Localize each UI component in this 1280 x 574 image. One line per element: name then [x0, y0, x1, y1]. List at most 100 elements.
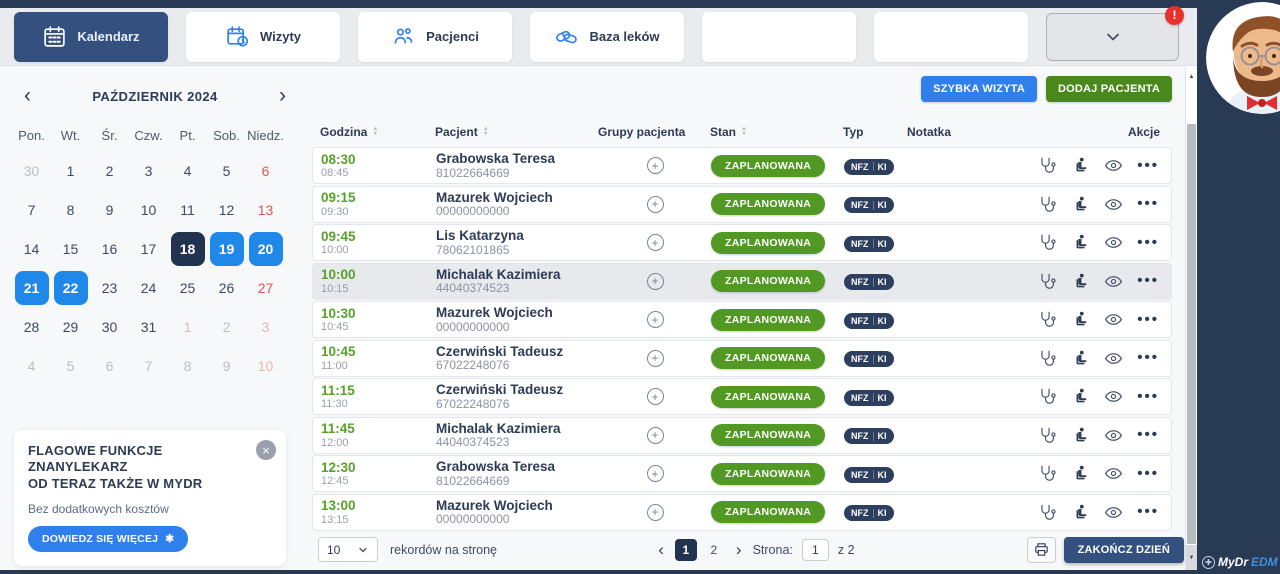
table-row[interactable]: 12:30 12:45 Grabowska Teresa 81022664669… — [312, 455, 1172, 492]
calendar-day[interactable]: 18 — [170, 231, 205, 266]
eye-icon[interactable] — [1104, 426, 1123, 445]
add-patient-button[interactable]: DODAJ PACJENTA — [1045, 76, 1172, 102]
calendar-day[interactable]: 6 — [261, 162, 270, 179]
scrollbar-down-icon[interactable]: ▼ — [1186, 545, 1197, 570]
add-patient-group-icon[interactable]: + — [646, 465, 664, 482]
add-patient-group-icon[interactable]: + — [646, 426, 664, 444]
table-column-header[interactable]: Grupy pacjenta — [598, 125, 710, 139]
stethoscope-icon[interactable] — [1038, 310, 1057, 329]
patient-seated-icon[interactable] — [1071, 387, 1090, 406]
calendar-day[interactable]: 15 — [62, 240, 79, 257]
user-avatar[interactable] — [1206, 2, 1280, 114]
page-size-select[interactable]: 10 — [318, 537, 378, 562]
patient-seated-icon[interactable] — [1071, 195, 1090, 214]
calendar-day[interactable]: 19 — [209, 231, 244, 266]
calendar-day[interactable]: 25 — [179, 279, 196, 296]
table-column-header[interactable]: Godzina ▲ ▼ — [320, 125, 435, 139]
table-row[interactable]: 10:00 10:15 Michalak Kazimiera 440403745… — [312, 262, 1172, 300]
close-icon[interactable]: × — [256, 440, 276, 460]
calendar-day[interactable]: 7 — [144, 357, 153, 374]
more-actions-icon[interactable]: ••• — [1137, 310, 1159, 328]
patient-seated-icon[interactable] — [1071, 233, 1090, 252]
calendar-day[interactable]: 9 — [105, 201, 114, 218]
calendar-day[interactable]: 3 — [144, 162, 153, 179]
more-actions-icon[interactable]: ••• — [1137, 503, 1159, 520]
print-button[interactable] — [1026, 536, 1056, 563]
calendar-day[interactable]: 22 — [53, 270, 88, 305]
calendar-day[interactable]: 6 — [105, 357, 114, 374]
calendar-day[interactable]: 23 — [101, 279, 118, 296]
add-patient-group-icon[interactable]: + — [646, 388, 664, 405]
scrollbar-up-icon[interactable]: ▲ — [1188, 74, 1195, 80]
patient-seated-icon[interactable] — [1071, 156, 1090, 175]
calendar-day[interactable]: 2 — [105, 162, 114, 179]
page-number-button[interactable]: 1 — [674, 538, 697, 561]
more-actions-icon[interactable]: ••• — [1137, 233, 1159, 251]
more-actions-icon[interactable]: ••• — [1137, 156, 1159, 174]
table-row[interactable]: 09:15 09:30 Mazurek Wojciech 00000000000… — [312, 185, 1172, 223]
calendar-day[interactable]: 11 — [180, 201, 195, 218]
more-menu-dropdown[interactable]: ! — [1046, 5, 1184, 61]
more-actions-icon[interactable]: ••• — [1137, 272, 1159, 289]
calendar-day[interactable]: 7 — [27, 201, 36, 218]
next-month-button[interactable]: › — [275, 85, 290, 106]
more-actions-icon[interactable]: ••• — [1137, 426, 1159, 443]
calendar-day[interactable]: 28 — [23, 318, 40, 335]
more-actions-icon[interactable]: ••• — [1137, 464, 1159, 482]
patient-seated-icon[interactable] — [1071, 349, 1090, 368]
stethoscope-icon[interactable] — [1038, 464, 1057, 483]
calendar-day[interactable]: 31 — [140, 318, 157, 335]
patient-seated-icon[interactable] — [1071, 464, 1090, 483]
next-page-icon[interactable]: › — [735, 539, 742, 559]
calendar-day[interactable]: 12 — [218, 201, 235, 218]
table-row[interactable]: 13:00 13:15 Mazurek Wojciech 00000000000… — [312, 493, 1172, 531]
tab-empty-2[interactable] — [874, 11, 1028, 62]
calendar-day[interactable]: 9 — [222, 357, 231, 374]
tab-pacjenci[interactable]: Pacjenci — [358, 11, 512, 62]
add-patient-group-icon[interactable]: + — [646, 503, 664, 521]
add-patient-group-icon[interactable]: + — [646, 272, 664, 290]
stethoscope-icon[interactable] — [1038, 426, 1057, 445]
calendar-day[interactable]: 29 — [62, 318, 79, 335]
more-actions-icon[interactable]: ••• — [1137, 387, 1159, 405]
calendar-day[interactable]: 13 — [257, 201, 274, 218]
stethoscope-icon[interactable] — [1038, 349, 1057, 368]
eye-icon[interactable] — [1104, 272, 1123, 291]
table-row[interactable]: 10:30 10:45 Mazurek Wojciech 00000000000… — [312, 301, 1172, 338]
calendar-day[interactable]: 4 — [27, 357, 36, 374]
learn-more-button[interactable]: DOWIEDZ SIĘ WIĘCEJ ✱ — [28, 525, 189, 552]
tab-kalendarz[interactable]: Kalendarz — [14, 11, 168, 62]
scrollbar-thumb[interactable] — [1187, 124, 1196, 544]
calendar-day[interactable]: 1 — [183, 318, 192, 335]
calendar-day[interactable]: 10 — [257, 357, 274, 374]
patient-seated-icon[interactable] — [1071, 426, 1090, 445]
calendar-day[interactable]: 2 — [222, 318, 231, 335]
table-column-header[interactable]: Notatka — [907, 125, 1037, 139]
eye-icon[interactable] — [1104, 233, 1123, 252]
vertical-scrollbar[interactable]: ▲ ▼ — [1185, 66, 1197, 570]
calendar-day[interactable]: 5 — [66, 357, 75, 374]
table-row[interactable]: 10:45 11:00 Czerwiński Tadeusz 670222480… — [312, 339, 1172, 377]
calendar-day[interactable]: 3 — [261, 318, 270, 335]
tab-empty-1[interactable] — [702, 11, 856, 62]
table-column-header[interactable]: Stan ▲ ▼ — [710, 125, 843, 139]
calendar-day[interactable]: 5 — [222, 162, 231, 179]
add-patient-group-icon[interactable]: + — [646, 195, 664, 213]
calendar-day[interactable]: 27 — [257, 279, 274, 296]
table-row[interactable]: 09:45 10:00 Lis Katarzyna 78062101865 + … — [312, 224, 1172, 261]
calendar-day[interactable]: 20 — [248, 231, 283, 266]
quick-visit-button[interactable]: SZYBKA WIZYTA — [921, 76, 1037, 102]
eye-icon[interactable] — [1104, 503, 1123, 522]
add-patient-group-icon[interactable]: + — [646, 311, 664, 328]
add-patient-group-icon[interactable]: + — [646, 157, 664, 174]
calendar-day[interactable]: 21 — [14, 270, 49, 305]
calendar-day[interactable]: 4 — [183, 162, 192, 179]
calendar-day[interactable]: 1 — [66, 162, 75, 179]
eye-icon[interactable] — [1104, 195, 1123, 214]
more-actions-icon[interactable]: ••• — [1137, 195, 1159, 212]
table-column-header[interactable]: Akcje — [1037, 125, 1160, 139]
table-row[interactable]: 11:15 11:30 Czerwiński Tadeusz 670222480… — [312, 378, 1172, 415]
patient-seated-icon[interactable] — [1071, 310, 1090, 329]
table-column-header[interactable]: Pacjent ▲ ▼ — [435, 125, 598, 139]
prev-page-icon[interactable]: ‹ — [658, 539, 664, 559]
